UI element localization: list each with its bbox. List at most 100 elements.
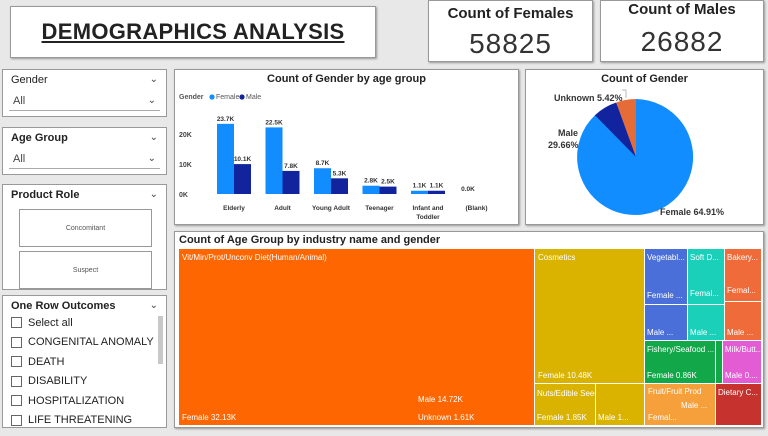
x-tick-label: Infant and [412, 205, 443, 212]
chevron-down-icon[interactable]: ⌄ [149, 300, 158, 311]
treemap-cell-fishery-female[interactable]: Fishery/Seafood ... Female 0.86K [645, 341, 715, 383]
x-tick-label: Elderly [223, 205, 245, 212]
data-label: 23.7K [217, 116, 235, 123]
males-kpi-label: Count of Males [628, 1, 736, 18]
outcomes-slicer: One Row Outcomes ⌄ Select all CONGENITAL… [2, 295, 167, 428]
treemap-cell-value: Female 0.86K [647, 371, 697, 380]
treemap-cell-value: Male 1... [598, 413, 629, 422]
checkbox[interactable] [11, 395, 22, 407]
treemap-cell-value: Male ... [647, 328, 674, 337]
outcome-option-hospitalization[interactable]: HOSPITALIZATION [3, 391, 166, 411]
checkbox[interactable] [11, 375, 22, 387]
checkbox[interactable] [11, 356, 22, 368]
bar-female[interactable] [265, 127, 283, 194]
treemap-cell-label: Vegetabl... [647, 253, 685, 262]
outcomes-slicer-label: One Row Outcomes [11, 300, 116, 312]
treemap-cell-vit-male[interactable]: Male 14.72K [416, 249, 534, 407]
treemap-cell-label: Milk/Butt... [725, 345, 761, 354]
legend-title: Gender [179, 94, 204, 101]
treemap-cell-fruit[interactable]: Fruit/Fruit Prod Male ... Femal... [645, 384, 715, 425]
treemap-cell-value: Male ... [690, 328, 717, 337]
checkbox[interactable] [11, 317, 22, 329]
treemap-cell-value: Female 10.48K [538, 371, 593, 380]
bar-female[interactable] [411, 190, 428, 194]
treemap-cell-soft-drinks-male[interactable]: Male ... [688, 305, 724, 340]
treemap-cell-bakery-male[interactable]: Male ... [725, 302, 761, 340]
treemap-cell-soft-drinks-female[interactable]: Soft D... Femal... [688, 249, 724, 304]
gender-pie-chart-card: Count of Gender Unknown 5.42% Male 29.66… [525, 69, 764, 225]
treemap-cell-milk-butter[interactable]: Milk/Butt... Male 0.... [723, 341, 761, 383]
chevron-down-icon[interactable]: ⌄ [149, 74, 158, 85]
outcome-option-death[interactable]: DEATH [3, 352, 166, 372]
gender-slicer-header: Gender ⌄ [3, 70, 166, 90]
product-role-slicer: Product Role ⌄ Concomitant Suspect [2, 184, 167, 290]
report-title-card: DEMOGRAPHICS ANALYSIS [10, 6, 376, 58]
treemap-cell-value: Male 0.... [725, 371, 758, 380]
age-group-slicer: Age Group ⌄ All ⌄ [2, 127, 167, 175]
data-label: 8.7K [316, 160, 330, 167]
gender-dropdown[interactable]: All ⌄ [9, 92, 160, 111]
outcomes-scrollbar[interactable] [158, 316, 163, 364]
treemap-cell-vit-female[interactable]: Vit/Min/Prot/Unconv Diet(Human/Animal) F… [179, 249, 416, 425]
bar-male[interactable] [234, 164, 251, 194]
treemap-cell-fishery-male[interactable] [716, 341, 722, 383]
gender-pie-chart: Unknown 5.42% Male 29.66% Female 64.91% [548, 89, 724, 217]
checkbox[interactable] [11, 336, 22, 348]
outcome-option-life-threatening[interactable]: LIFE THREATENING [3, 411, 166, 428]
product-role-concomitant-button[interactable]: Concomitant [19, 209, 152, 247]
pie-slice-male[interactable] [594, 102, 636, 158]
treemap-cell-value: Femal... [727, 286, 756, 295]
y-tick-label: 20K [179, 132, 192, 139]
treemap-cell-vegetables-male[interactable]: Male ... [645, 305, 687, 340]
data-label: 1.1K [430, 183, 444, 190]
bar-female[interactable] [314, 168, 331, 194]
chevron-down-icon[interactable]: ⌄ [149, 189, 158, 200]
pie-slice-unknown[interactable] [616, 99, 636, 157]
outcome-option-congenital-anomaly[interactable]: CONGENITAL ANOMALY [3, 333, 166, 353]
bar-female[interactable] [362, 185, 380, 194]
treemap-cell-value: Unknown 1.61K [418, 413, 475, 422]
outcome-option-disability[interactable]: DISABILITY [3, 372, 166, 392]
bar-male[interactable] [428, 190, 445, 194]
bar-male[interactable] [282, 170, 300, 194]
bar-male[interactable] [331, 178, 348, 194]
treemap-cell-nuts-female[interactable]: Nuts/Edible Seed Female 1.85K [535, 384, 595, 425]
treemap-cell-value: Male 14.72K [418, 395, 463, 404]
treemap-cell-bakery-female[interactable]: Bakery... Femal... [725, 249, 761, 301]
x-tick-label: Adult [274, 205, 291, 212]
gender-slicer-label: Gender [11, 74, 48, 86]
data-label: 2.5K [381, 179, 395, 186]
data-label: 5.3K [333, 170, 347, 177]
treemap-cell-value: Femal... [648, 413, 677, 422]
outcome-option-select-all[interactable]: Select all [3, 313, 166, 333]
legend-female-label: Female [216, 94, 239, 101]
industry-treemap-card: Count of Age Group by industry name and … [174, 231, 764, 428]
legend-male-marker [239, 94, 245, 100]
treemap-cell-label: Dietary C... [718, 388, 759, 397]
treemap-cell-dietary[interactable]: Dietary C... [716, 384, 761, 425]
treemap-cell-vit-unknown[interactable]: Unknown 1.61K [416, 407, 534, 425]
checkbox[interactable] [11, 414, 22, 426]
y-tick-label: 0K [179, 192, 188, 199]
pie-chart-title: Count of Gender [601, 73, 688, 85]
treemap-cell-cosmetics-female[interactable]: Cosmetics Female 10.48K [535, 249, 644, 383]
treemap-cell-vegetables-female[interactable]: Vegetabl... Female ... [645, 249, 687, 304]
treemap-cell-value: Femal... [690, 289, 719, 298]
treemap-cell-value: Female 1.85K [537, 413, 587, 422]
treemap-cell-nuts-male[interactable]: Male 1... [596, 384, 644, 425]
report-title: DEMOGRAPHICS ANALYSIS [41, 19, 345, 44]
outcomes-slicer-header: One Row Outcomes ⌄ [3, 296, 166, 313]
chevron-down-icon[interactable]: ⌄ [149, 132, 158, 143]
age-group-slicer-label: Age Group [11, 132, 68, 144]
bar-female[interactable] [217, 123, 234, 194]
females-kpi-card: Count of Females 58825 [428, 0, 593, 62]
age-group-dropdown[interactable]: All ⌄ [9, 150, 160, 169]
gender-dropdown-value: All [13, 95, 26, 107]
pie-slice-female[interactable] [577, 99, 694, 215]
treemap-cell-label: Vit/Min/Prot/Unconv Diet(Human/Animal) [182, 253, 327, 262]
treemap-cell-value: Female 32.13K [182, 413, 237, 422]
bar-male[interactable] [379, 186, 397, 194]
legend-male-label: Male [246, 94, 261, 101]
treemap-cell-label: Bakery... [727, 253, 758, 262]
product-role-suspect-button[interactable]: Suspect [19, 251, 152, 289]
